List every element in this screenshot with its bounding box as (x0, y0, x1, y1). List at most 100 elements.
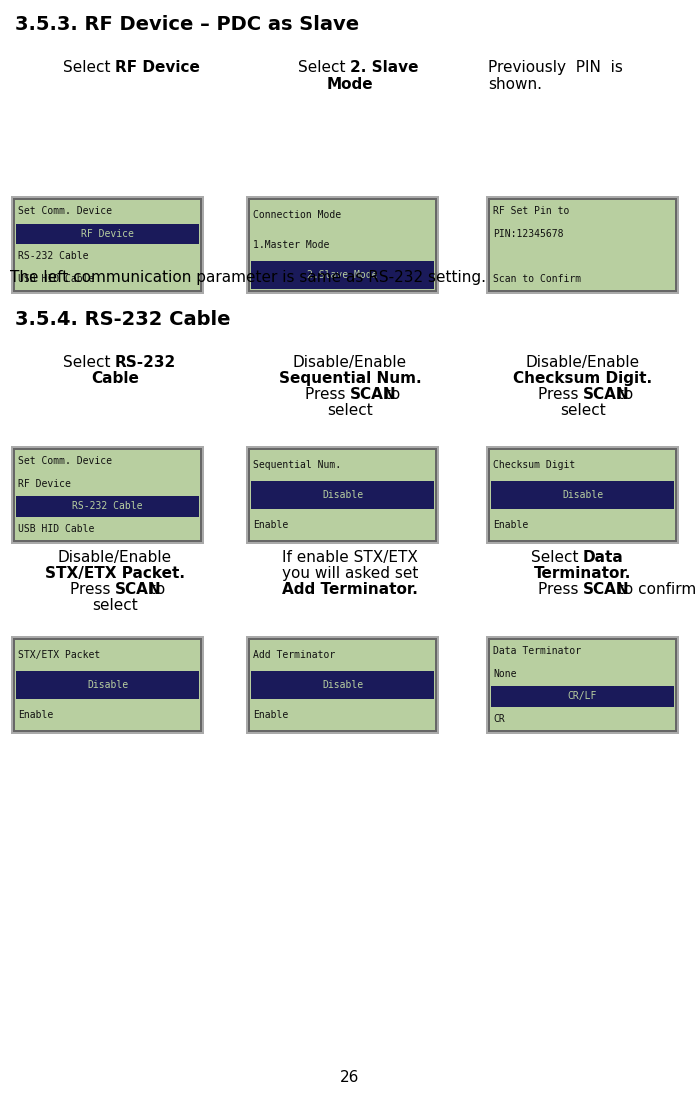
Bar (251, 672, 434, 699)
Text: Enable: Enable (253, 519, 288, 529)
Text: Set Comm. Device: Set Comm. Device (18, 456, 112, 466)
Bar (248, 448, 437, 542)
Bar (13, 638, 202, 731)
Text: SCAN: SCAN (583, 387, 629, 402)
Text: Select: Select (531, 549, 583, 565)
Text: STX/ETX Packet.: STX/ETX Packet. (45, 566, 185, 581)
Text: 2.Slave Mode: 2.Slave Mode (307, 270, 378, 280)
Bar (490, 640, 675, 730)
Text: Disable/Enable: Disable/Enable (293, 355, 407, 370)
Bar (250, 200, 435, 290)
Text: Disable: Disable (562, 490, 603, 500)
Text: Add Terminator.: Add Terminator. (282, 582, 418, 597)
Bar (246, 636, 439, 734)
Text: Data: Data (583, 549, 624, 565)
Text: Data Terminator: Data Terminator (493, 646, 581, 656)
Text: RF Device: RF Device (18, 478, 71, 488)
Text: CR: CR (493, 714, 505, 724)
Bar (486, 196, 679, 294)
Text: SCAN: SCAN (115, 582, 162, 597)
Bar (486, 636, 679, 734)
Text: 1.Master Mode: 1.Master Mode (253, 240, 330, 250)
Text: Enable: Enable (18, 710, 53, 720)
Bar (13, 448, 202, 542)
Text: Checksum Digit: Checksum Digit (493, 460, 575, 470)
Text: Press: Press (304, 387, 350, 402)
Text: Enable: Enable (493, 519, 528, 529)
Text: to: to (613, 387, 634, 402)
Text: shown.: shown. (488, 77, 542, 92)
Bar (250, 640, 435, 730)
Bar (246, 196, 439, 294)
Text: Press: Press (69, 582, 115, 597)
Text: Scan to Confirm: Scan to Confirm (493, 274, 581, 284)
Bar (488, 638, 677, 731)
Text: Checksum Digit.: Checksum Digit. (513, 371, 652, 386)
Text: Enable: Enable (253, 710, 288, 720)
Bar (486, 446, 679, 544)
Text: Select: Select (62, 60, 115, 75)
Text: Select: Select (298, 60, 350, 75)
Text: Disable/Enable: Disable/Enable (526, 355, 640, 370)
Text: Add Terminator: Add Terminator (253, 650, 335, 660)
Bar (13, 198, 202, 292)
Text: 3.5.3. RF Device – PDC as Slave: 3.5.3. RF Device – PDC as Slave (15, 16, 359, 34)
Bar (488, 448, 677, 542)
Bar (16, 672, 199, 699)
Text: Terminator.: Terminator. (534, 566, 631, 581)
Text: select: select (560, 403, 606, 418)
Bar (248, 198, 437, 292)
Text: Disable: Disable (322, 490, 363, 500)
Text: Mode: Mode (327, 77, 373, 92)
Text: select: select (327, 403, 373, 418)
Bar (491, 481, 674, 509)
Bar (491, 686, 674, 706)
Bar (488, 198, 677, 292)
Text: RF Device: RF Device (81, 229, 134, 239)
Text: 26: 26 (340, 1070, 360, 1084)
Text: to: to (380, 387, 400, 402)
Text: to: to (145, 582, 165, 597)
Text: Select: Select (62, 355, 115, 370)
Text: Previously  PIN  is: Previously PIN is (488, 60, 623, 75)
Text: SCAN: SCAN (350, 387, 397, 402)
Text: RF Set Pin to: RF Set Pin to (493, 206, 569, 216)
Text: Set Comm. Device: Set Comm. Device (18, 206, 112, 216)
Bar (11, 636, 204, 734)
Bar (250, 450, 435, 539)
Text: The left communication parameter is same as RS-232 setting.: The left communication parameter is same… (10, 270, 486, 285)
Text: Sequential Num.: Sequential Num. (279, 371, 421, 386)
Bar (246, 446, 439, 544)
Text: None: None (493, 668, 517, 678)
Text: Disable: Disable (87, 680, 128, 690)
Text: 2. Slave: 2. Slave (350, 60, 419, 75)
Bar (251, 261, 434, 289)
Text: PIN:12345678: PIN:12345678 (493, 229, 564, 239)
Bar (16, 223, 199, 244)
Text: Sequential Num.: Sequential Num. (253, 460, 341, 470)
Bar (490, 200, 675, 290)
Bar (251, 481, 434, 509)
Text: CR/LF: CR/LF (568, 692, 597, 702)
Text: Press: Press (538, 387, 583, 402)
Text: select: select (92, 598, 138, 613)
Bar (15, 200, 200, 290)
Bar (11, 196, 204, 294)
Text: USB HID Cable: USB HID Cable (18, 274, 95, 284)
Text: Connection Mode: Connection Mode (253, 210, 341, 220)
Text: Cable: Cable (91, 371, 139, 386)
Text: RS-232 Cable: RS-232 Cable (18, 251, 88, 261)
Bar (16, 496, 199, 516)
Text: USB HID Cable: USB HID Cable (18, 524, 95, 534)
Text: Disable/Enable: Disable/Enable (58, 549, 172, 565)
Bar (248, 638, 437, 731)
Text: STX/ETX Packet: STX/ETX Packet (18, 650, 100, 660)
Text: you will asked set: you will asked set (282, 566, 418, 581)
Text: RF Device: RF Device (115, 60, 200, 75)
Text: 3.5.4. RS-232 Cable: 3.5.4. RS-232 Cable (15, 310, 230, 329)
Text: Disable: Disable (322, 680, 363, 690)
Bar (11, 446, 204, 544)
Bar (15, 640, 200, 730)
Text: SCAN: SCAN (583, 582, 629, 597)
Text: If enable STX/ETX: If enable STX/ETX (282, 549, 418, 565)
